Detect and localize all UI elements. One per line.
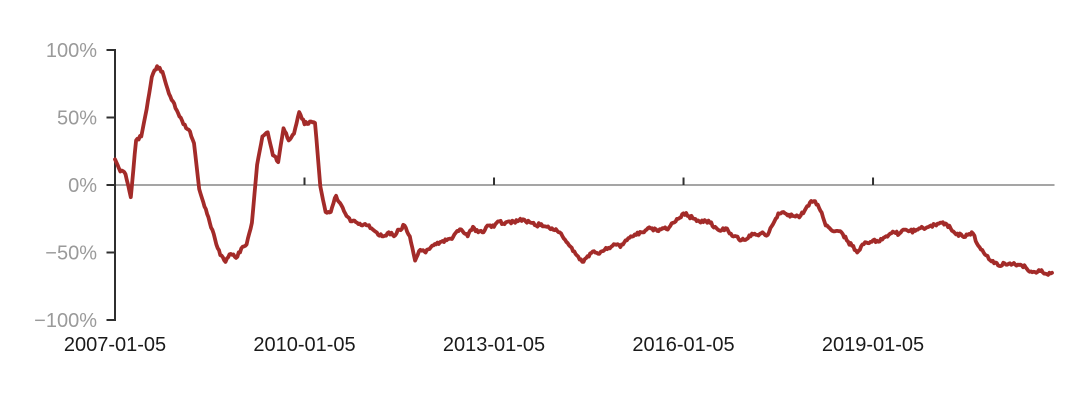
x-axis: 2007-01-05 2010-01-05 2013-01-05 2016-01-05… [64,177,924,356]
y-tick-label: 100% [46,40,97,62]
x-tick-label: 2007-01-05 [64,334,166,356]
y-axis: 100% 50% 0% −50% −100% [34,40,116,332]
y-tick-label: 0% [68,175,97,197]
x-tick-label: 2019-01-05 [822,334,924,356]
data-series [113,64,1054,277]
x-tick-label: 2013-01-05 [443,334,545,356]
series-line [113,64,1054,277]
y-tick-label: −50% [45,243,97,265]
x-tick-label: 2016-01-05 [632,334,734,356]
x-tick-label: 2010-01-05 [253,334,355,356]
y-tick-label: −100% [34,310,97,332]
y-tick-label: 50% [57,108,97,130]
